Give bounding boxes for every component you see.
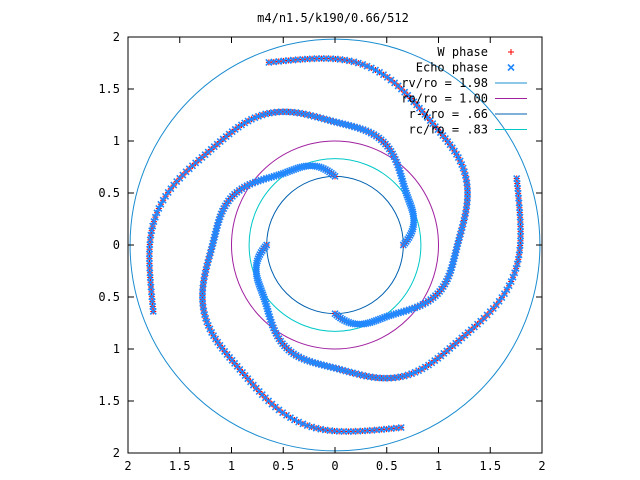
data-point [254,276,262,284]
data-point [379,71,388,79]
data-point [508,49,514,55]
y-tick-label: 0.5 [98,290,120,304]
data-point [376,315,384,323]
data-point [257,284,265,293]
x-tick-label: 1.5 [479,459,501,473]
reference-circle [231,140,439,350]
data-point [153,209,161,217]
data-point [498,294,506,302]
legend-label: rc/ro = .83 [409,123,488,137]
data-point [406,199,414,208]
legend-label: Echo phase [416,61,488,75]
data-point [407,204,416,212]
legend-label: rv/ro = 1.98 [401,76,488,90]
data-point [256,282,264,291]
data-point [288,166,296,174]
data-point [159,196,167,204]
data-point [244,117,252,125]
x-tick-label: 1 [228,459,235,473]
data-point [372,316,380,325]
data-point [454,154,462,162]
data-point [407,202,415,210]
data-point [296,163,304,172]
y-tick-label: 2 [113,30,120,44]
data-point [397,424,405,432]
data-point [206,325,214,333]
data-point [290,165,298,174]
data-point [208,328,216,336]
data-point [509,273,517,281]
y-tick-label: 1.5 [98,394,120,408]
data-point [157,200,165,208]
y-tick-label: 1.5 [98,82,120,96]
axes: 2 1.5 1 0.5 0 0.5 1 1.5 221.510.500.511.52 [98,30,545,473]
data-point [286,414,295,422]
data-point [295,418,303,426]
y-tick-label: 2 [113,446,120,460]
data-point [505,282,513,290]
data-point [418,365,426,373]
data-point [286,167,294,175]
data-point [149,307,157,316]
data-point [370,317,378,325]
legend-label: ro/ro = 1.00 [401,92,488,106]
data-point [155,204,163,213]
data-point [363,62,371,70]
data-point [507,277,515,286]
y-tick-label: 1 [113,342,120,356]
data-point [161,192,170,200]
reference-circle [266,175,404,315]
x-tick-label: 0.5 [272,459,294,473]
data-point [292,165,300,173]
reference-circle [248,158,422,332]
data-point [247,115,255,123]
series-echo-phase [145,54,525,436]
data-point [164,188,172,196]
data-point [405,197,413,206]
data-point [367,64,375,72]
data-point [421,363,429,371]
y-tick-label: 0.5 [98,186,120,200]
plot-area [129,38,541,452]
y-tick-label: 1 [113,134,120,148]
data-point [500,290,509,298]
data-point [368,318,376,326]
data-point [282,411,291,419]
data-point [294,164,302,172]
data-point [241,119,249,127]
x-tick-label: 2 [538,459,545,473]
data-point [209,332,218,340]
legend-label: r-/ro = .66 [409,107,488,121]
x-tick-label: 1.5 [169,459,191,473]
data-point [415,367,423,375]
x-tick-label: 1 [435,459,442,473]
x-tick-label: 2 [124,459,131,473]
data-point [366,318,374,327]
data-point [456,157,464,165]
y-tick-label: 0 [113,238,120,252]
data-point [255,280,263,288]
chart-title: m4/n1.5/k190/0.66/512 [257,11,409,25]
x-tick-label: 0 [331,459,338,473]
data-point [290,416,299,424]
data-point [383,73,391,81]
data-point [374,316,382,324]
data-point [452,150,461,158]
data-point [507,63,515,72]
data-point [299,420,307,428]
legend-label: W phase [437,45,488,59]
data-point [503,286,511,294]
data-point [408,206,416,214]
data-point [371,66,380,74]
x-tick-label: 0.5 [376,459,398,473]
data-point [513,174,521,183]
data-point [265,58,273,66]
data-point [254,278,263,286]
data-point [279,409,287,417]
data-point [375,68,384,76]
